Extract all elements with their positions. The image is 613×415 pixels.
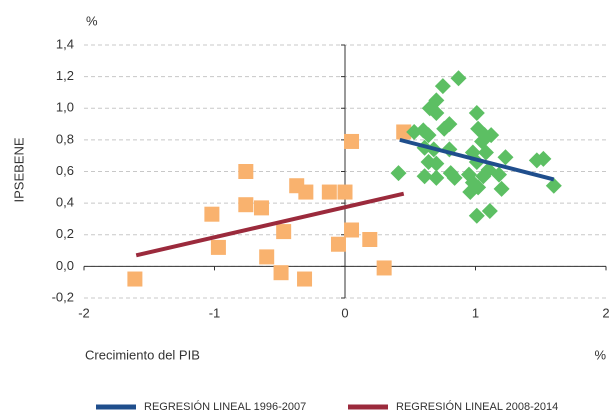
diamond-point xyxy=(416,168,433,185)
y-tick-label: 1,4 xyxy=(56,36,74,51)
diamond-point xyxy=(545,177,562,194)
diamond-point xyxy=(493,180,510,197)
x-unit: % xyxy=(594,347,606,362)
x-tick-label: 1 xyxy=(472,305,479,320)
diamond-point xyxy=(428,155,445,172)
y-axis-label: IPSEBENE xyxy=(11,137,26,202)
square-point xyxy=(238,197,254,213)
square-point xyxy=(344,133,360,149)
square-point xyxy=(337,184,353,200)
x-tick-label: 0 xyxy=(341,305,348,320)
x-axis-label: Crecimiento del PIB xyxy=(85,347,200,362)
y-tick-label: 0,0 xyxy=(56,258,74,273)
diamond-point xyxy=(428,169,445,186)
diamond-point xyxy=(475,168,492,185)
y-tick-label: 0,6 xyxy=(56,163,74,178)
square-point xyxy=(396,124,412,140)
diamond-point xyxy=(468,207,485,224)
diamond-point xyxy=(428,104,445,121)
diamond-point xyxy=(446,169,463,186)
square-point xyxy=(376,260,392,276)
x-tick-label: 2 xyxy=(602,305,609,320)
diamond-point xyxy=(420,127,437,144)
square-point xyxy=(253,200,269,216)
diamond-point xyxy=(434,78,451,95)
square-point xyxy=(210,239,226,255)
square-point xyxy=(362,231,378,247)
square-point xyxy=(344,222,360,238)
diamond-point xyxy=(497,149,514,166)
square-point xyxy=(297,271,313,287)
diamond-point xyxy=(535,150,552,167)
y-tick-label: 1,0 xyxy=(56,100,74,115)
regression-line xyxy=(135,191,405,258)
square-point xyxy=(276,224,292,240)
diamond-point xyxy=(390,165,407,182)
x-tick-label: -1 xyxy=(209,305,221,320)
square-point xyxy=(321,184,337,200)
square-point xyxy=(204,206,220,222)
y-unit: % xyxy=(86,13,98,28)
y-tick-label: 0,2 xyxy=(56,226,74,241)
legend-label: REGRESIÓN LINEAL 2008-2014 xyxy=(396,400,558,413)
square-point xyxy=(238,164,254,179)
diamond-point xyxy=(441,116,458,133)
y-tick-label: 1,2 xyxy=(56,68,74,83)
diamond-point xyxy=(470,179,487,196)
diamond-point xyxy=(481,203,498,220)
diamond-point xyxy=(490,166,507,183)
y-tick-label: -0,2 xyxy=(52,289,74,304)
square-point xyxy=(259,249,275,265)
diamond-point xyxy=(450,70,467,87)
regression-line xyxy=(399,137,555,182)
diamond-point xyxy=(477,144,494,161)
square-point xyxy=(330,236,346,252)
y-tick-label: 0,8 xyxy=(56,131,74,146)
square-point xyxy=(127,271,143,287)
y-tick-label: 0,4 xyxy=(56,195,74,210)
square-point xyxy=(298,184,314,200)
diamond-point xyxy=(468,104,485,121)
x-tick-label: -2 xyxy=(78,305,90,320)
legend-label: REGRESIÓN LINEAL 1996-2007 xyxy=(144,400,306,413)
square-point xyxy=(273,265,289,281)
